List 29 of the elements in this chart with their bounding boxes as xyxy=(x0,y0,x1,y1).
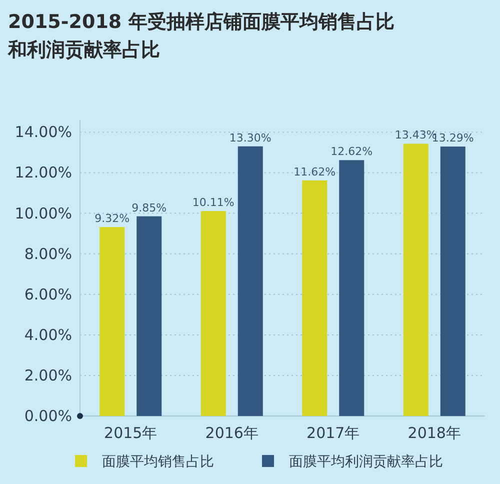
y-tick-label: 6.00% xyxy=(24,285,72,304)
data-label: 9.32% xyxy=(94,212,130,226)
data-label: 13.30% xyxy=(229,131,272,144)
bar xyxy=(339,160,364,416)
data-label: 9.85% xyxy=(132,201,167,214)
bar xyxy=(440,146,466,416)
y-tick-label: 0.00% xyxy=(24,407,72,425)
bar xyxy=(100,227,125,416)
y-tick-label: 12.00% xyxy=(14,164,72,182)
y-tick-label: 2.00% xyxy=(24,366,72,384)
x-tick-label: 2016年 xyxy=(205,424,258,442)
legend-label: 面膜平均利润贡献率占比 xyxy=(289,454,443,470)
y-tick-label: 14.00% xyxy=(14,123,72,142)
x-tick-label: 2018年 xyxy=(408,424,461,442)
data-label: 10.11% xyxy=(192,196,234,210)
bar xyxy=(238,146,263,416)
y-tick-label: 8.00% xyxy=(24,244,72,263)
bar xyxy=(200,211,226,416)
bar xyxy=(403,144,428,416)
data-label: 11.62% xyxy=(294,165,336,178)
data-label: 12.62% xyxy=(330,145,373,158)
legend-label: 面膜平均销售占比 xyxy=(102,454,214,470)
bar xyxy=(302,180,328,416)
y-tick-label: 4.00% xyxy=(24,326,72,344)
bar xyxy=(136,216,162,416)
x-tick-label: 2017年 xyxy=(306,424,360,442)
chart-title: 2015-2018 年受抽样店铺面膜平均销售占比和利润贡献率占比 xyxy=(7,11,394,61)
x-tick-label: 2015年 xyxy=(104,424,158,442)
y-tick-label: 10.00% xyxy=(14,204,72,222)
